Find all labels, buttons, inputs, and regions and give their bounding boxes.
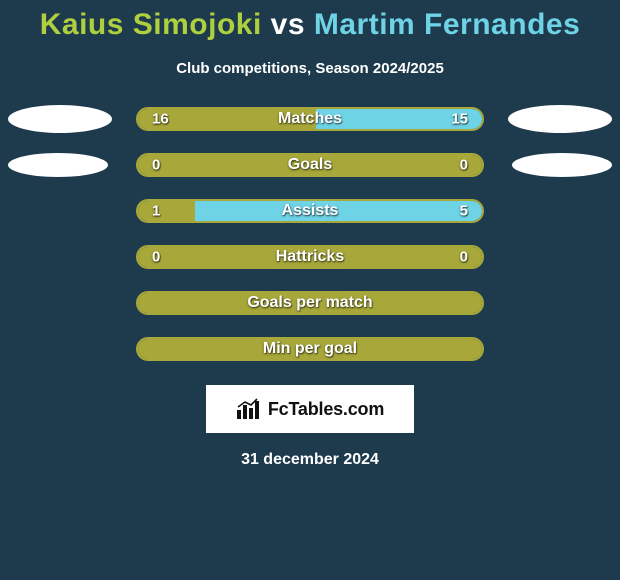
stat-value-a: 16	[152, 111, 169, 128]
stat-value-b: 0	[460, 249, 468, 266]
stat-row: Assists15	[0, 199, 620, 223]
player-a-name: Kaius Simojoki	[40, 8, 262, 41]
stat-value-a: 0	[152, 157, 160, 174]
brand-chart-icon	[236, 398, 262, 420]
player-photo-placeholder	[8, 153, 108, 177]
stat-bar: Hattricks00	[136, 245, 484, 269]
player-photo-placeholder	[8, 105, 112, 133]
stat-row: Goals00	[0, 153, 620, 177]
comparison-infographic: Kaius Simojoki vs Martim Fernandes Club …	[0, 0, 620, 580]
bar-fill-empty	[138, 339, 482, 359]
stat-value-b: 5	[460, 203, 468, 220]
footer-date: 31 december 2024	[241, 451, 379, 469]
stat-row: Goals per match	[0, 291, 620, 315]
player-photo-placeholder	[512, 153, 612, 177]
stat-bar: Goals00	[136, 153, 484, 177]
player-photo-placeholder	[508, 105, 612, 133]
stat-bar: Goals per match	[136, 291, 484, 315]
player-b-name: Martim Fernandes	[314, 8, 580, 41]
bar-fill-b	[195, 201, 482, 221]
bar-fill-empty	[138, 155, 482, 175]
vs-label: vs	[271, 8, 314, 41]
stat-bar: Matches1615	[136, 107, 484, 131]
stat-value-a: 1	[152, 203, 160, 220]
page-title: Kaius Simojoki vs Martim Fernandes	[40, 8, 581, 42]
stat-bar: Assists15	[136, 199, 484, 223]
stats-list: Matches1615Goals00Assists15Hattricks00Go…	[0, 107, 620, 361]
stat-row: Matches1615	[0, 107, 620, 131]
subtitle: Club competitions, Season 2024/2025	[176, 60, 444, 77]
brand-text: FcTables.com	[268, 399, 384, 420]
stat-value-a: 0	[152, 249, 160, 266]
stat-bar: Min per goal	[136, 337, 484, 361]
stat-row: Min per goal	[0, 337, 620, 361]
stat-value-b: 0	[460, 157, 468, 174]
bar-fill-empty	[138, 247, 482, 267]
brand-badge: FcTables.com	[206, 385, 414, 433]
bar-fill-a	[138, 201, 195, 221]
stat-value-b: 15	[451, 111, 468, 128]
stat-row: Hattricks00	[0, 245, 620, 269]
bar-fill-empty	[138, 293, 482, 313]
